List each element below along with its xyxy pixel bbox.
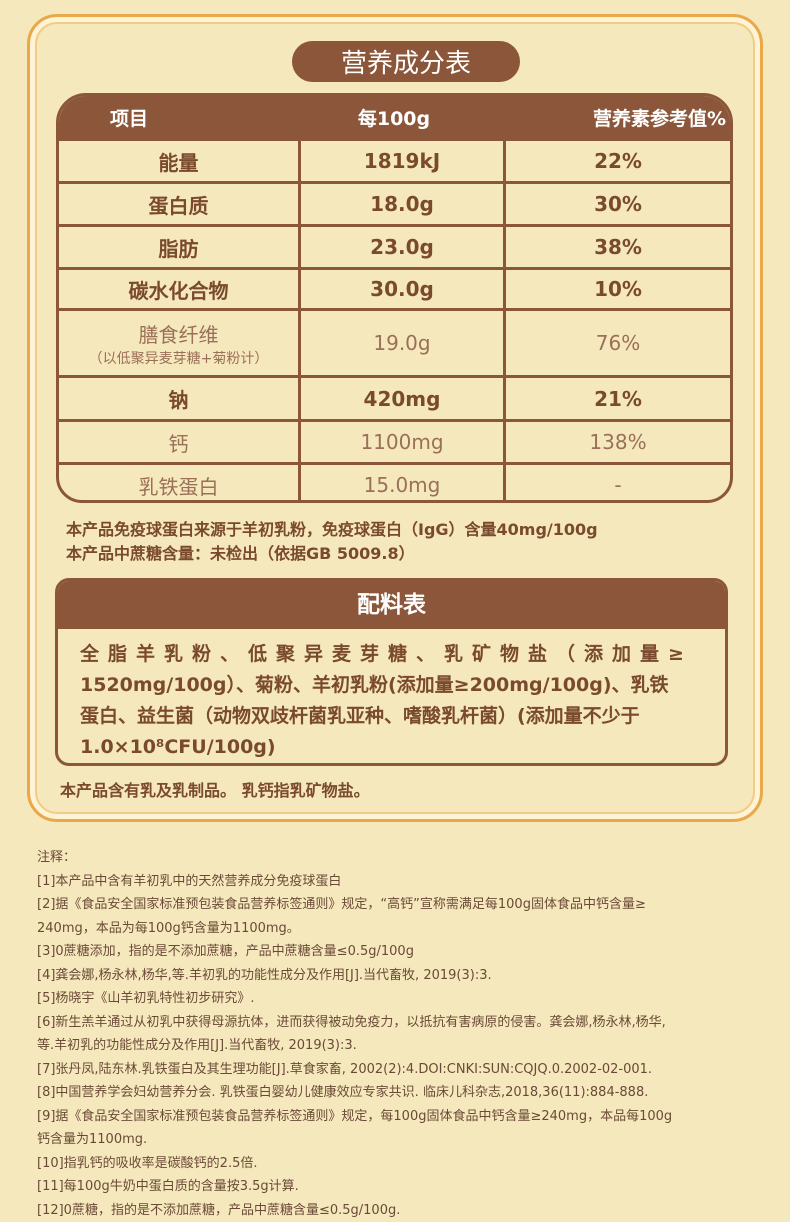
footnote-line: [7]张丹凤,陆东林.乳铁蛋白及其生理功能[J].草食家畜, 2002(2):4… xyxy=(37,1058,767,1082)
row-item: 碳水化合物 xyxy=(129,275,229,304)
table-row: 膳食纤维（以低聚异麦芽糖+菊粉计） 19.0g 76% xyxy=(59,308,730,375)
row-item: 蛋白质 xyxy=(149,190,209,219)
row-per100g: 18.0g xyxy=(370,192,434,216)
row-per100g: 420mg xyxy=(364,387,441,411)
footnote-line: [2]据《食品安全国家标准预包装食品营养标签通则》规定，“高钙”宣称需满足每10… xyxy=(37,893,767,917)
allergen-note: 本产品含有乳及乳制品。 乳钙指乳矿物盐。 xyxy=(60,777,370,801)
footnote-line: [11]每100g牛奶中蛋白质的含量按3.5g计算. xyxy=(37,1175,767,1199)
ingredients-line: 蛋白、益生菌（动物双歧杆菌乳亚种、嗜酸乳杆菌）(添加量不少于 xyxy=(80,701,711,732)
igg-note: 本产品免疫球蛋白来源于羊初乳粉，免疫球蛋白（IgG）含量40mg/100g xyxy=(66,516,598,540)
row-nrv: 22% xyxy=(594,149,642,173)
row-item: 脂肪 xyxy=(159,233,199,262)
table-row: 钠 420mg 21% xyxy=(59,375,730,419)
table-row: 钙 1100mg 138% xyxy=(59,419,730,462)
footnote-line: [5]杨晓宇《山羊初乳特性初步研究》. xyxy=(37,987,767,1011)
header-per100g: 每100g xyxy=(199,96,589,138)
page-title: 营养成分表 xyxy=(292,41,520,82)
row-nrv: 21% xyxy=(594,387,642,411)
footnotes: 注释：[1]本产品中含有羊初乳中的天然营养成分免疫球蛋白[2]据《食品安全国家标… xyxy=(37,846,767,1222)
ingredients-box: 配料表 全脂羊乳粉、低聚异麦芽糖、乳矿物盐（添加量≥ 1520mg/100g）、… xyxy=(55,578,728,766)
row-per100g: 19.0g xyxy=(373,331,430,355)
header-nrv: 营养素参考值% xyxy=(589,96,730,138)
ingredients-line: 全脂羊乳粉、低聚异麦芽糖、乳矿物盐（添加量≥ xyxy=(80,639,711,670)
nutrition-table: 项目 每100g 营养素参考值% 能量 1819kJ 22%蛋白质 18.0g … xyxy=(56,93,733,503)
footnote-line: 等.羊初乳的功能性成分及作用[J].当代畜牧, 2019(3):3. xyxy=(37,1034,767,1058)
footnote-line: [8]中国营养学会妇幼营养分会. 乳铁蛋白婴幼儿健康效应专家共识. 临床儿科杂志… xyxy=(37,1081,767,1105)
row-per100g: 23.0g xyxy=(370,235,434,259)
footnote-line: [1]本产品中含有羊初乳中的天然营养成分免疫球蛋白 xyxy=(37,870,767,894)
ingredients-text: 全脂羊乳粉、低聚异麦芽糖、乳矿物盐（添加量≥ 1520mg/100g）、菊粉、羊… xyxy=(58,629,725,763)
footnote-line: 钙含量为1100mg. xyxy=(37,1128,767,1152)
footnote-line: [4]龚会娜,杨永林,杨华,等.羊初乳的功能性成分及作用[J].当代畜牧, 20… xyxy=(37,964,767,988)
table-row: 乳铁蛋白 15.0mg - xyxy=(59,462,730,503)
row-per100g: 1819kJ xyxy=(364,149,440,173)
row-item: 乳铁蛋白 xyxy=(139,471,219,500)
row-nrv: 38% xyxy=(594,235,642,259)
table-row: 蛋白质 18.0g 30% xyxy=(59,181,730,224)
header-item: 项目 xyxy=(59,96,199,138)
row-nrv: 30% xyxy=(594,192,642,216)
footnote-line: [9]据《食品安全国家标准预包装食品营养标签通则》规定，每100g固体食品中钙含… xyxy=(37,1105,767,1129)
row-nrv: - xyxy=(614,473,621,497)
row-item: 能量 xyxy=(159,147,199,176)
ingredients-line: 1.0×10⁸CFU/100g) xyxy=(80,732,711,763)
row-per100g: 1100mg xyxy=(360,430,443,454)
table-row: 碳水化合物 30.0g 10% xyxy=(59,267,730,308)
footnote-line: [3]0蔗糖添加，指的是不添加蔗糖，产品中蔗糖含量≤0.5g/100g xyxy=(37,940,767,964)
footnote-line: 240mg，本品为每100g钙含量为1100mg。 xyxy=(37,917,767,941)
footnote-line: 注释： xyxy=(37,846,767,870)
row-item: 钙 xyxy=(169,428,189,457)
footnote-line: [12]0蔗糖，指的是不添加蔗糖，产品中蔗糖含量≤0.5g/100g. xyxy=(37,1199,767,1222)
row-item: 钠 xyxy=(169,384,189,413)
row-item-sub: （以低聚异麦芽糖+菊粉计） xyxy=(89,348,269,368)
table-row: 能量 1819kJ 22% xyxy=(59,138,730,181)
table-row: 脂肪 23.0g 38% xyxy=(59,224,730,267)
footnote-line: [6]新生羔羊通过从初乳中获得母源抗体，进而获得被动免疫力，以抵抗有害病原的侵害… xyxy=(37,1011,767,1035)
ingredients-line: 1520mg/100g）、菊粉、羊初乳粉(添加量≥200mg/100g)、乳铁 xyxy=(80,670,711,701)
ingredients-title: 配料表 xyxy=(58,581,725,629)
row-nrv: 10% xyxy=(594,277,642,301)
row-per100g: 30.0g xyxy=(370,277,434,301)
footnote-line: [10]指乳钙的吸收率是碳酸钙的2.5倍. xyxy=(37,1152,767,1176)
row-nrv: 76% xyxy=(596,331,640,355)
table-header: 项目 每100g 营养素参考值% xyxy=(59,96,730,138)
row-nrv: 138% xyxy=(589,430,646,454)
row-item: 膳食纤维 xyxy=(139,319,219,348)
sucrose-note: 本产品中蔗糖含量：未检出（依据GB 5009.8） xyxy=(66,540,415,564)
row-per100g: 15.0mg xyxy=(364,473,441,497)
